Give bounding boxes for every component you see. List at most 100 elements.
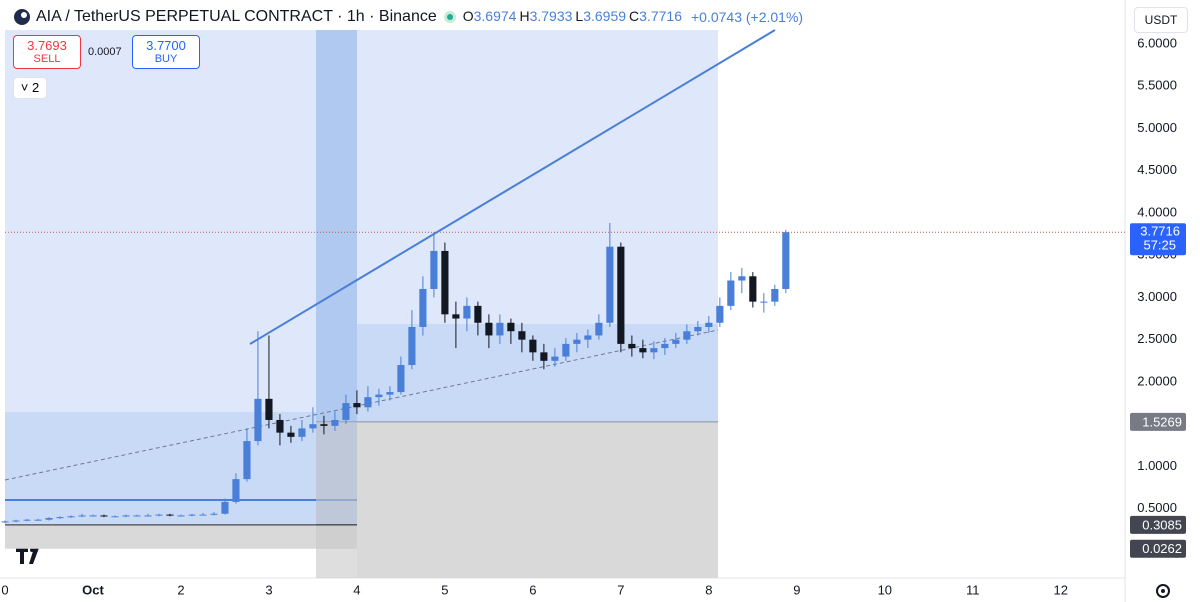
range-box xyxy=(5,412,316,524)
trend-line xyxy=(4,329,719,481)
candle-body xyxy=(320,424,328,426)
candle-body xyxy=(529,339,537,353)
status-dot xyxy=(443,11,456,23)
candle-body xyxy=(166,514,174,516)
candle xyxy=(672,332,680,349)
candle xyxy=(397,356,405,395)
candle-body xyxy=(419,288,427,327)
candle-body xyxy=(617,246,625,344)
candle-body xyxy=(771,288,779,302)
x-tick-label: Oct xyxy=(82,582,104,597)
candle-body xyxy=(397,365,405,393)
candle xyxy=(573,332,581,353)
candle xyxy=(727,272,735,311)
candle xyxy=(375,388,383,406)
candle-body xyxy=(441,250,449,315)
x-tick-label: 2 xyxy=(177,582,184,597)
candle-body xyxy=(639,348,647,353)
candle-body xyxy=(210,513,218,515)
candle-body xyxy=(463,305,471,319)
candle xyxy=(34,518,42,521)
buy-button[interactable]: 3.7700 BUY xyxy=(132,35,200,69)
candle xyxy=(386,386,394,401)
candle xyxy=(364,386,372,412)
sell-button[interactable]: 3.7693 SELL xyxy=(13,35,81,69)
candle-body xyxy=(628,343,636,349)
y-tick-label: 2.0000 xyxy=(1137,373,1177,388)
level-box xyxy=(357,421,718,578)
candle-body xyxy=(78,515,86,517)
header: AIA / TetherUS PERPETUAL CONTRACT · 1h ·… xyxy=(14,8,806,26)
candle-body xyxy=(133,515,141,517)
symbol-icon xyxy=(14,9,30,25)
candle-body xyxy=(287,432,295,437)
candle-body xyxy=(45,517,53,520)
candle xyxy=(166,513,174,517)
countdown: 57:25 xyxy=(1143,238,1176,253)
candle xyxy=(254,331,262,446)
candle xyxy=(683,324,691,344)
trend-line xyxy=(249,29,776,345)
candle-body xyxy=(276,419,284,433)
buy-label: BUY xyxy=(154,53,178,65)
x-tick-label: 7 xyxy=(617,582,624,597)
candle xyxy=(111,515,119,518)
ohlc-key: C xyxy=(629,8,640,24)
ohlc-value: 3.7933 xyxy=(529,8,573,24)
candle xyxy=(309,407,317,433)
ohlc-key: H xyxy=(519,8,530,24)
candle-body xyxy=(584,335,592,340)
y-tick-label: 1.0000 xyxy=(1137,458,1177,473)
candle-body xyxy=(111,516,119,518)
candle xyxy=(628,335,636,357)
candle xyxy=(496,314,504,344)
candle xyxy=(507,318,515,344)
candle-body xyxy=(573,339,581,344)
candle-body xyxy=(199,514,207,516)
candle-body xyxy=(353,403,361,408)
candle-body xyxy=(309,424,317,429)
candle xyxy=(606,223,614,327)
x-tick-label: 9 xyxy=(793,582,800,597)
candle-body xyxy=(144,515,152,517)
symbol-title[interactable]: AIA / TetherUS PERPETUAL CONTRACT · 1h ·… xyxy=(36,8,437,25)
candle-body xyxy=(408,326,416,366)
candle-body xyxy=(595,322,603,336)
candle-body xyxy=(375,394,383,398)
candle xyxy=(155,513,163,517)
candle xyxy=(144,513,152,517)
candle-body xyxy=(474,305,482,323)
candle xyxy=(529,335,537,361)
candle xyxy=(122,514,130,518)
candle xyxy=(353,390,361,415)
candle xyxy=(331,411,339,431)
level-label-bg xyxy=(1130,412,1186,431)
candle-body xyxy=(188,514,196,516)
candle xyxy=(276,414,284,446)
level-label-bg xyxy=(1130,515,1186,534)
candle xyxy=(298,419,306,442)
y-tick-label: 4.0000 xyxy=(1137,204,1177,219)
level-label: 1.5269 xyxy=(1142,414,1182,429)
candle-body xyxy=(298,428,306,437)
candle-body xyxy=(507,322,515,332)
candle-body xyxy=(540,352,548,361)
ohlc-value: 3.7716 xyxy=(639,8,682,24)
candle xyxy=(243,428,251,482)
candle-body xyxy=(716,305,724,323)
candle-body xyxy=(672,339,680,344)
sell-label: SELL xyxy=(33,53,61,65)
indicator-toggle[interactable]: ˅ 2 xyxy=(13,77,47,99)
x-tick-label: 11 xyxy=(966,582,980,597)
candle xyxy=(133,514,141,517)
settings-icon[interactable] xyxy=(1156,584,1170,598)
candle xyxy=(518,322,526,353)
candle xyxy=(419,276,427,336)
candle-body xyxy=(56,517,64,519)
currency-select[interactable]: USDT xyxy=(1134,7,1188,33)
sell-price: 3.7693 xyxy=(27,38,67,53)
candle xyxy=(78,513,86,518)
candle-body xyxy=(705,322,713,327)
